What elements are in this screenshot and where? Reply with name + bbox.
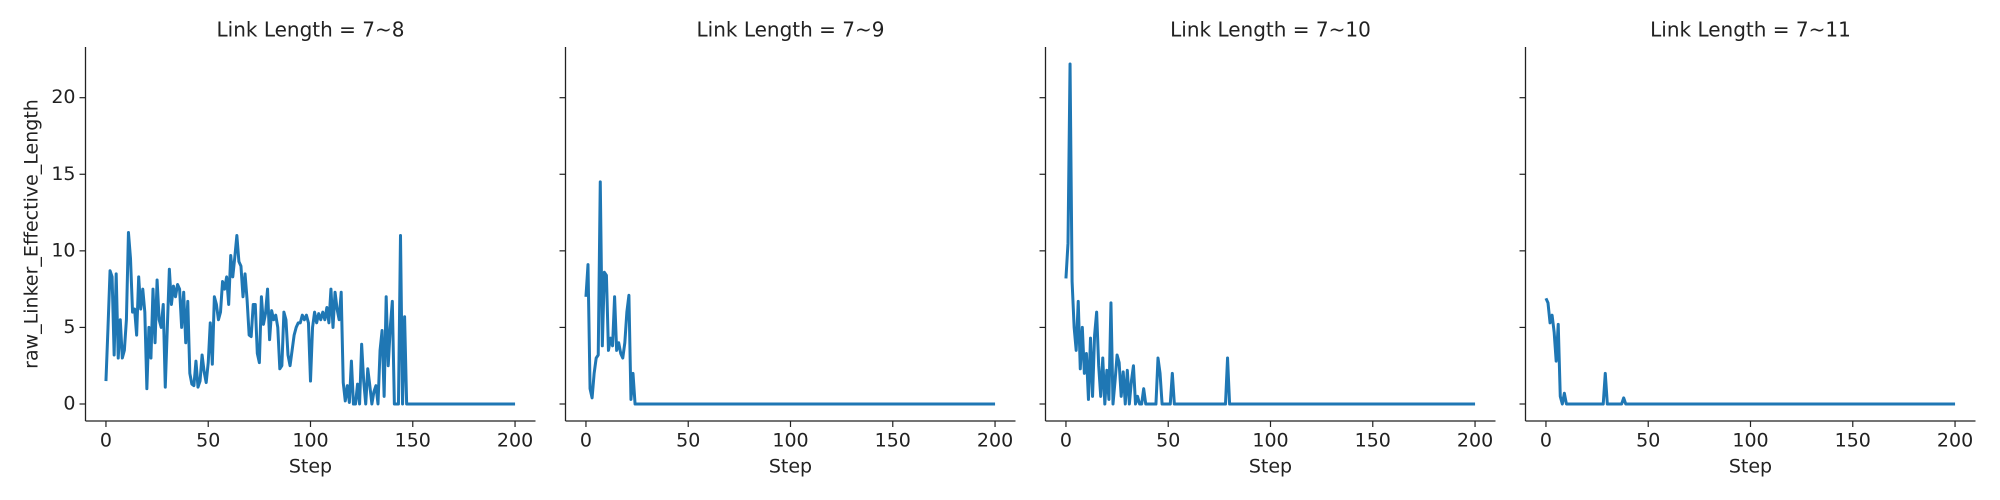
x-axis-label: Step xyxy=(289,456,332,478)
data-line xyxy=(1064,62,1476,406)
panel-title: Link Length = 7~8 xyxy=(217,18,405,42)
x-tick-label: 100 xyxy=(772,430,808,452)
x-tick-label: 50 xyxy=(1636,430,1660,452)
panel-title: Link Length = 7~9 xyxy=(697,18,885,42)
panel-title: Link Length = 7~10 xyxy=(1170,18,1371,42)
x-tick-label: 200 xyxy=(977,430,1013,452)
x-tick-label: 0 xyxy=(1540,430,1552,452)
data-line xyxy=(104,230,516,406)
x-tick-label: 50 xyxy=(1156,430,1180,452)
y-axis-label: raw_Linker_Effective_Length xyxy=(21,99,43,369)
x-tick-label: 50 xyxy=(676,430,700,452)
x-tick-label: 200 xyxy=(1457,430,1493,452)
x-axis-label: Step xyxy=(769,456,812,478)
x-tick-label: 100 xyxy=(1252,430,1288,452)
x-axis-label: Step xyxy=(1249,456,1292,478)
y-tick-label: 15 xyxy=(51,163,75,185)
panel-title: Link Length = 7~11 xyxy=(1650,18,1851,42)
x-tick-label: 150 xyxy=(875,430,911,452)
x-axis-label: Step xyxy=(1729,456,1772,478)
x-tick-label: 200 xyxy=(1937,430,1973,452)
x-tick-label: 0 xyxy=(100,430,112,452)
x-tick-label: 150 xyxy=(1355,430,1391,452)
x-tick-label: 200 xyxy=(497,430,533,452)
y-tick-label: 20 xyxy=(51,86,75,108)
y-tick-label: 5 xyxy=(63,316,75,338)
x-tick-label: 50 xyxy=(196,430,220,452)
x-tick-label: 150 xyxy=(1835,430,1871,452)
y-tick-label: 10 xyxy=(51,239,75,261)
x-tick-label: 150 xyxy=(395,430,431,452)
y-tick-label: 0 xyxy=(63,393,75,415)
x-tick-label: 100 xyxy=(1732,430,1768,452)
x-tick-label: 100 xyxy=(292,430,328,452)
data-line xyxy=(584,180,996,406)
data-line xyxy=(1544,297,1956,406)
x-tick-label: 0 xyxy=(580,430,592,452)
x-tick-label: 0 xyxy=(1060,430,1072,452)
